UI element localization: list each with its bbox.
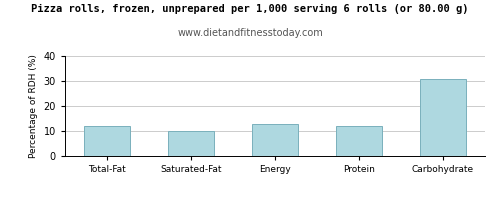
Bar	[84, 126, 130, 156]
Text: Pizza rolls, frozen, unprepared per 1,000 serving 6 rolls (or 80.00 g): Pizza rolls, frozen, unprepared per 1,00…	[31, 4, 469, 14]
Bar	[420, 78, 466, 156]
Bar	[336, 126, 382, 156]
Y-axis label: Percentage of RDH (%): Percentage of RDH (%)	[29, 54, 38, 158]
Text: www.dietandfitnesstoday.com: www.dietandfitnesstoday.com	[177, 28, 323, 38]
Bar	[252, 123, 298, 156]
Bar	[168, 131, 214, 156]
